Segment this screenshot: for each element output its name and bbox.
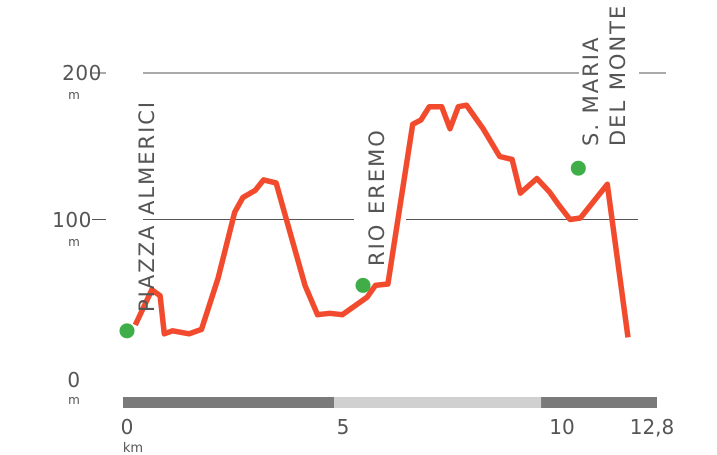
y-axis-ticks: 200 m 100 m 0 m xyxy=(52,61,102,407)
waypoint-labels: PIAZZA ALMERICI RIO EREMO S. MARIA DEL M… xyxy=(135,4,630,312)
x-tick-unit-0: km xyxy=(123,441,143,455)
waypoint-label-s-maria-line1: S. MARIA xyxy=(579,36,603,146)
waypoint-marker-0 xyxy=(119,323,135,339)
x-tick-label-5: 5 xyxy=(337,415,350,439)
distance-bar-segment-1 xyxy=(334,397,542,408)
y-tick-unit-200: m xyxy=(68,88,80,102)
waypoint-label-rio-eremo: RIO EREMO xyxy=(365,128,389,266)
x-tick-label-0: 0 xyxy=(121,415,134,439)
y-tick-label-200: 200 xyxy=(62,61,102,85)
distance-bar-segment-2 xyxy=(541,397,657,408)
waypoint-label-s-maria-line2: DEL MONTE xyxy=(606,4,630,146)
x-tick-label-12-8: 12,8 xyxy=(630,415,675,439)
y-tick-unit-100: m xyxy=(68,235,80,249)
waypoint-label-piazza-almerici: PIAZZA ALMERICI xyxy=(135,100,159,312)
distance-bar-segment-0 xyxy=(123,397,335,408)
grid-lines xyxy=(92,72,666,220)
waypoints xyxy=(119,160,586,339)
y-tick-label-100: 100 xyxy=(52,208,92,232)
y-tick-unit-0: m xyxy=(68,393,80,407)
x-tick-label-10: 10 xyxy=(549,415,574,439)
distance-bar xyxy=(123,397,657,408)
waypoint-marker-1 xyxy=(355,277,371,293)
elevation-line xyxy=(132,102,631,338)
y-tick-label-0: 0 xyxy=(67,368,80,392)
elevation-series xyxy=(132,102,631,338)
x-axis-ticks: 0 km 5 10 12,8 xyxy=(121,415,675,455)
waypoint-marker-2 xyxy=(570,160,586,176)
